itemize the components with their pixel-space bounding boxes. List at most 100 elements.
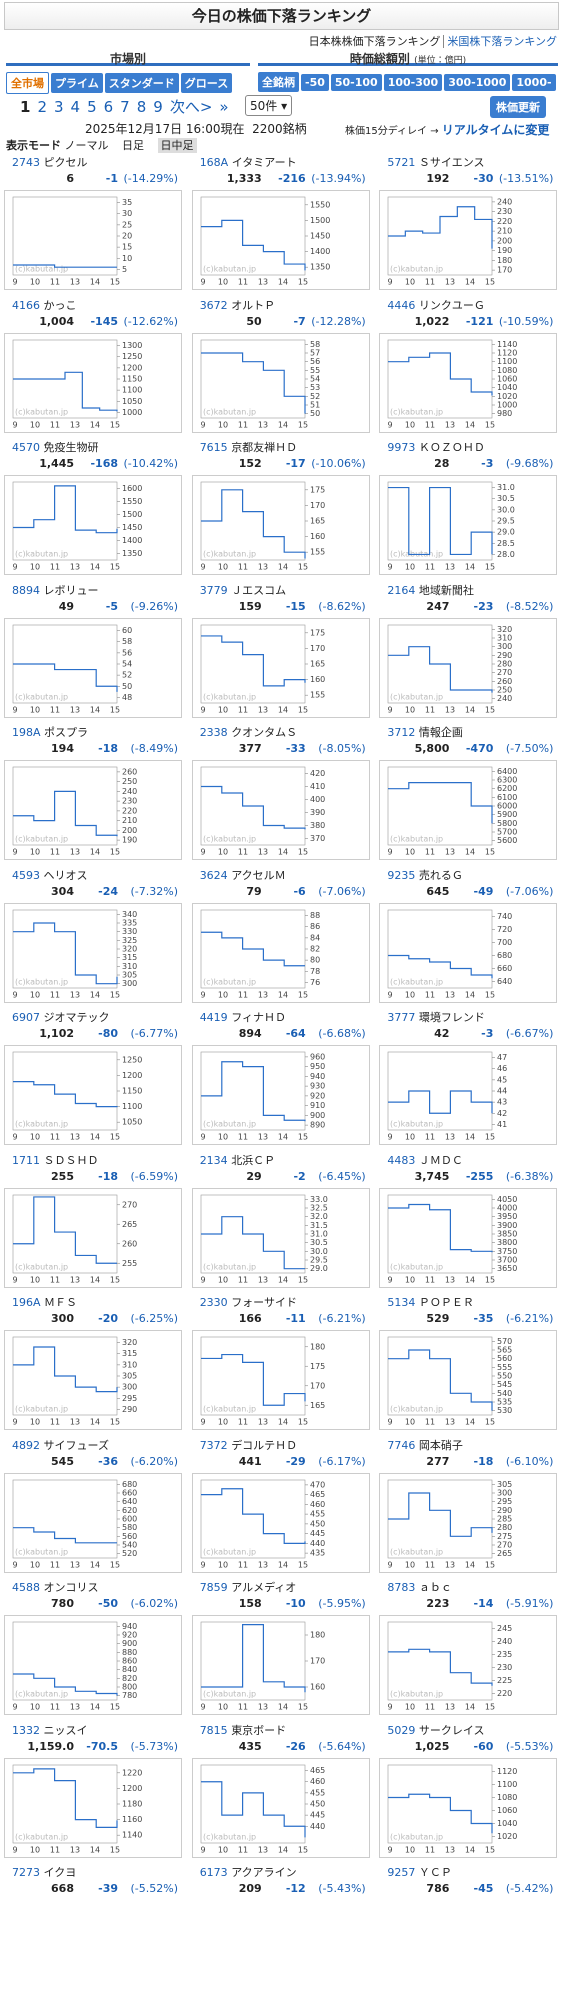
page-link[interactable]: 5 bbox=[87, 98, 97, 116]
y-tick-label: 160 bbox=[310, 532, 325, 541]
stock-heading[interactable]: 3624 アクセルＭ bbox=[200, 867, 286, 883]
stock-heading[interactable]: 6173 アクアライン bbox=[200, 1864, 297, 1880]
stock-change: -24 bbox=[98, 884, 118, 898]
y-tick-label: 51 bbox=[310, 400, 320, 409]
y-tick-label: 165 bbox=[310, 659, 325, 668]
y-tick-label: 1160 bbox=[122, 1815, 142, 1824]
plot-area bbox=[200, 339, 305, 418]
stock-pct: (-7.06%) bbox=[318, 884, 366, 898]
stock-heading[interactable]: 9235 売れるＧ bbox=[387, 867, 463, 883]
y-tick-label: 270 bbox=[497, 668, 512, 677]
mode-option[interactable]: 日足 bbox=[122, 139, 144, 152]
cap-button[interactable]: 1000- bbox=[512, 74, 556, 91]
plot-area bbox=[388, 481, 493, 561]
market-button[interactable]: スタンダード bbox=[104, 73, 179, 93]
per-page-select[interactable]: 50件 ▾ bbox=[245, 95, 293, 116]
page-link[interactable]: 2 bbox=[37, 98, 47, 116]
x-tick-label: 14 bbox=[465, 420, 475, 429]
x-tick-label: 15 bbox=[110, 990, 120, 999]
stock-heading[interactable]: 7615 京都友禅ＨＤ bbox=[200, 439, 298, 455]
x-tick-label: 9 bbox=[388, 1845, 393, 1854]
cap-button[interactable]: 300-1000 bbox=[444, 74, 511, 91]
stock-heading[interactable]: 2330 フォーサイド bbox=[200, 1294, 297, 1310]
stock-heading[interactable]: 8783 ａｂｃ bbox=[387, 1579, 452, 1595]
stock-heading[interactable]: 8894 レボリュー bbox=[12, 582, 99, 598]
y-tick-label: 400 bbox=[310, 795, 325, 804]
market-button[interactable]: プライム bbox=[51, 73, 103, 93]
stock-price: 1,445 bbox=[39, 457, 74, 470]
stock-heading[interactable]: 7746 岡本硝子 bbox=[387, 1437, 463, 1453]
stock-heading[interactable]: 3672 オルトＰ bbox=[200, 297, 276, 313]
page-link[interactable]: 7 bbox=[120, 98, 130, 116]
next-link[interactable]: 次へ> bbox=[169, 98, 213, 116]
stock-heading[interactable]: 2338 クオンタムＳ bbox=[200, 724, 298, 740]
refresh-button[interactable]: 株価更新 bbox=[490, 96, 546, 118]
stock-card: 4419 フィナＨＤ 894 -64 (-6.68%) (c)kabutan.jp 890… bbox=[188, 1007, 374, 1149]
stock-heading[interactable]: 4588 オンコリス bbox=[12, 1579, 99, 1595]
stock-heading[interactable]: 9973 ＫＯＺＯＨＤ bbox=[387, 439, 485, 455]
stock-heading[interactable]: 7859 アルメディオ bbox=[200, 1579, 297, 1595]
realtime-link[interactable]: リアルタイムに変更 bbox=[441, 123, 550, 137]
last-link[interactable]: » bbox=[219, 98, 229, 116]
x-tick-label: 15 bbox=[298, 1703, 308, 1712]
page-link[interactable]: 9 bbox=[153, 98, 163, 116]
stock-heading[interactable]: 4593 ヘリオス bbox=[12, 867, 88, 883]
stock-pct: (-6.17%) bbox=[318, 1454, 366, 1468]
stock-pct: (-12.28%) bbox=[311, 314, 366, 328]
stock-heading[interactable]: 5029 サークレイス bbox=[387, 1722, 484, 1738]
cap-button[interactable]: 全銘柄 bbox=[258, 72, 299, 92]
x-tick-label: 15 bbox=[485, 1560, 495, 1569]
cap-button[interactable]: 100-300 bbox=[383, 74, 443, 91]
cap-button[interactable]: -50 bbox=[301, 74, 329, 91]
stock-heading[interactable]: 2164 地域新聞社 bbox=[387, 582, 474, 598]
market-button[interactable]: 全市場 bbox=[6, 72, 49, 94]
y-tick-label: 840 bbox=[122, 1665, 137, 1674]
stock-heading[interactable]: 7372 デコルテＨＤ bbox=[200, 1437, 298, 1453]
stock-heading[interactable]: 1711 ＳＤＳＨＤ bbox=[12, 1152, 99, 1168]
page-link[interactable]: 3 bbox=[53, 98, 64, 116]
stock-heading[interactable]: 198A ポスプラ bbox=[12, 724, 88, 740]
mode-option[interactable]: ノーマル bbox=[64, 139, 109, 152]
mode-option[interactable]: 日中足 bbox=[157, 138, 197, 153]
page-link[interactable]: 1 bbox=[20, 98, 31, 116]
stock-heading[interactable]: 3712 情報企画 bbox=[387, 724, 463, 740]
link[interactable]: 米国株下落ランキング bbox=[443, 35, 557, 48]
stock-heading[interactable]: 7815 東京ボード bbox=[200, 1722, 287, 1738]
stock-heading[interactable]: 6907 ジオマテック bbox=[12, 1009, 110, 1025]
y-tick-label: 1400 bbox=[310, 247, 330, 256]
stock-heading[interactable]: 4446 リンクユーＧ bbox=[387, 297, 485, 313]
stock-code: 6907 bbox=[12, 1011, 40, 1024]
page-link[interactable]: 4 bbox=[70, 98, 81, 116]
link[interactable]: 日本株株価下落ランキング bbox=[308, 35, 441, 48]
cap-button[interactable]: 50-100 bbox=[330, 74, 382, 91]
y-tick-label: 555 bbox=[497, 1363, 512, 1372]
stock-pct: (-9.26%) bbox=[130, 599, 179, 613]
stock-heading[interactable]: 2743 ピクセル bbox=[12, 154, 88, 170]
stock-heading[interactable]: 5134 ＰＯＰＥＲ bbox=[387, 1294, 474, 1310]
stock-heading[interactable]: 1332 ニッスイ bbox=[12, 1722, 88, 1738]
stock-heading[interactable]: 7273 イクヨ bbox=[12, 1864, 76, 1880]
stock-heading[interactable]: 2134 北浜ＣＰ bbox=[200, 1152, 276, 1168]
stock-heading[interactable]: 4892 サイフューズ bbox=[12, 1437, 109, 1453]
stock-heading[interactable]: 4570 免疫生物研 bbox=[12, 439, 99, 455]
stock-heading[interactable]: 4483 ＪＭＤＣ bbox=[387, 1152, 463, 1168]
intraday-chart: (c)kabutan.jp 300305310315320325330335340… bbox=[4, 902, 182, 1003]
y-tick-label: 175 bbox=[310, 628, 325, 637]
x-tick-label: 11 bbox=[50, 420, 60, 429]
market-button[interactable]: グロース bbox=[180, 73, 233, 93]
stock-name: かっこ bbox=[43, 298, 77, 312]
page-link[interactable]: 6 bbox=[103, 98, 114, 116]
stock-heading[interactable]: 9257 ＹＣＰ bbox=[387, 1864, 452, 1880]
stock-heading[interactable]: 3777 環境フレンド bbox=[387, 1009, 485, 1025]
page-link[interactable]: 8 bbox=[136, 98, 147, 116]
stock-heading[interactable]: 196A ＭＦＳ bbox=[12, 1294, 77, 1310]
y-tick-label: 15 bbox=[122, 243, 132, 252]
stock-heading[interactable]: 4166 かっこ bbox=[12, 297, 77, 313]
x-tick-label: 15 bbox=[485, 1133, 495, 1142]
stock-name: アルメディオ bbox=[231, 1581, 297, 1594]
stock-heading[interactable]: 3779 Ｊエスコム bbox=[200, 582, 287, 598]
stock-heading[interactable]: 5721 Ｓサイエンス bbox=[387, 154, 484, 170]
stock-heading[interactable]: 168A イタミアート bbox=[200, 154, 297, 170]
stock-heading[interactable]: 4419 フィナＨＤ bbox=[200, 1009, 286, 1025]
y-tick-label: 1550 bbox=[310, 200, 330, 209]
